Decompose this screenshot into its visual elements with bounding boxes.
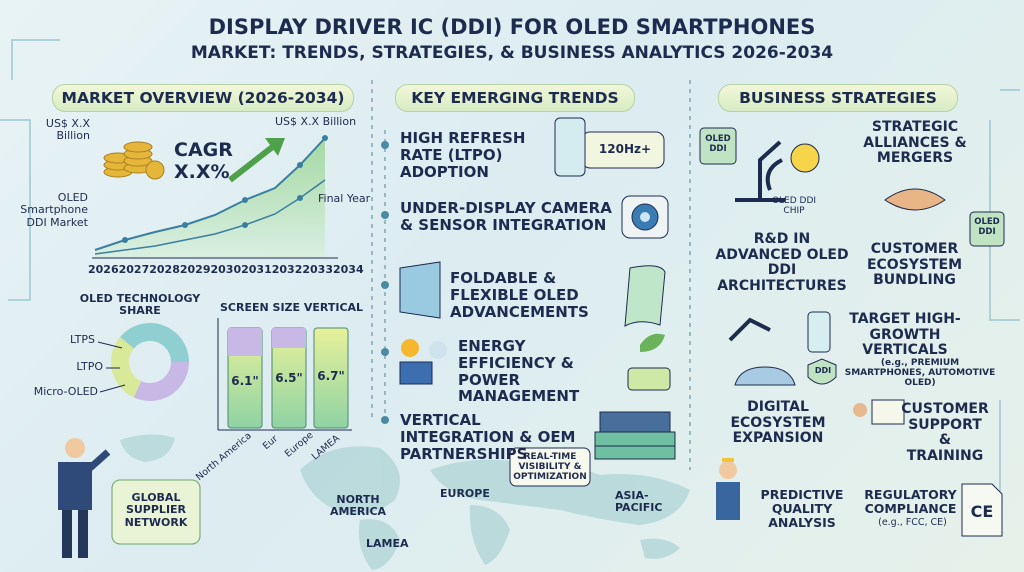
network-label: GLOBAL SUPPLIER NETWORK xyxy=(124,491,188,529)
chip-label: DDI xyxy=(814,366,832,375)
segment-label: LTPO xyxy=(76,360,103,373)
strategy-item: PREDICTIVE QUALITY ANALYSIS xyxy=(760,487,844,530)
map-label: NORTH AMERICA xyxy=(329,493,387,519)
cagr-value: X.X% xyxy=(174,161,230,183)
year-axis: 2026 2027 2028 2029 2030 2031 2032 2033 2034 xyxy=(88,263,364,276)
map-label: EUROPE xyxy=(440,487,490,500)
year-label: 2033 xyxy=(302,263,333,276)
year-label: 2026 xyxy=(88,263,119,276)
chip-label: OLED DDI CHIP xyxy=(771,196,817,217)
trend-item: HIGH REFRESH RATE (LTPO) ADOPTION xyxy=(400,129,526,181)
section-heading: KEY EMERGING TRENDS xyxy=(395,84,635,112)
strategy-icons xyxy=(699,127,1005,537)
trend-dots xyxy=(381,141,389,424)
strategy-item: CUSTOMER SUPPORT & TRAINING xyxy=(901,401,989,465)
size-label: 6.5" xyxy=(275,371,303,385)
trend-item: FOLDABLE & FLEXIBLE OLED ADVANCEMENTS xyxy=(450,269,589,321)
map-label: ASIA-PACIFIC xyxy=(615,489,663,515)
technology-donut xyxy=(97,323,189,401)
strategy-note: (e.g., PREMIUM SMARTPHONES, AUTOMOTIVE O… xyxy=(844,358,996,389)
strategy-item: REGULATORY COMPLIANCE xyxy=(864,487,957,516)
presenter-figure xyxy=(58,438,111,558)
screen-size-bars xyxy=(217,318,352,431)
strategy-note: (e.g., FCC, CE) xyxy=(878,517,947,528)
size-label: 6.7" xyxy=(317,369,345,383)
map-label: LAMEA xyxy=(366,537,409,550)
strategy-item: TARGET HIGH-GROWTH VERTICALS xyxy=(849,311,961,359)
end-value: US$ X.X Billion xyxy=(275,115,357,128)
cagr-label: CAGR xyxy=(174,139,233,161)
trend-item: UNDER-DISPLAY CAMERA & SENSOR INTEGRATIO… xyxy=(400,199,612,234)
year-label: 2029 xyxy=(179,263,211,276)
realtime-label: REAL-TIME VISIBILITY & OPTIMIZATION xyxy=(513,452,587,483)
segment-label: LTPS xyxy=(70,333,95,346)
trend-item: VERTICAL INTEGRATION & OEM PARTNERSHIPS xyxy=(400,411,576,463)
circuit-lines xyxy=(0,39,1020,520)
chip-label: OLED DDI xyxy=(705,134,731,154)
strategy-item: STRATEGIC ALLIANCES & MERGERS xyxy=(863,119,967,167)
y-axis-label: OLED Smartphone DDI Market xyxy=(20,191,88,229)
chip-label: OLED DDI xyxy=(974,217,1000,237)
refresh-badge: 120Hz+ xyxy=(598,142,652,156)
year-label: 2034 xyxy=(333,263,364,276)
year-label: 2030 xyxy=(210,263,242,276)
ce-mark: CE xyxy=(970,502,994,521)
year-label: 2027 xyxy=(118,263,150,276)
world-map xyxy=(120,434,690,570)
network-box xyxy=(111,479,201,545)
strategy-item: R&D IN ADVANCED OLED DDI ARCHITECTURES xyxy=(715,231,849,295)
section-heading: MARKET OVERVIEW (2026-2034) xyxy=(52,84,354,112)
year-label: 2028 xyxy=(149,263,180,276)
year-label: 2032 xyxy=(271,263,303,276)
segment-label: Micro-OLED xyxy=(33,385,98,398)
size-label: 6.1" xyxy=(231,374,259,388)
market-chart xyxy=(92,135,338,259)
strategy-item: DIGITAL ECOSYSTEM EXPANSION xyxy=(730,399,826,447)
tech-share-title: OLED TECHNOLOGY SHARE xyxy=(79,292,201,318)
column-dividers xyxy=(371,80,691,470)
final-year: Final Year xyxy=(318,192,371,205)
year-label: 2031 xyxy=(241,263,272,276)
trend-item: ENERGY EFFICIENCY & POWER MANAGEMENT xyxy=(458,337,580,406)
title: DISPLAY DRIVER IC (DDI) FOR OLED SMARTPH… xyxy=(208,15,816,39)
subtitle: MARKET: TRENDS, STRATEGIES, & BUSINESS A… xyxy=(190,43,834,63)
strategy-item: CUSTOMER ECOSYSTEM BUNDLING xyxy=(866,241,963,289)
section-heading: BUSINESS STRATEGIES xyxy=(718,84,958,112)
start-value: US$ X.X Billion xyxy=(45,117,90,143)
trend-icons xyxy=(399,117,676,487)
screen-size-title: SCREEN SIZE VERTICAL xyxy=(220,301,364,314)
